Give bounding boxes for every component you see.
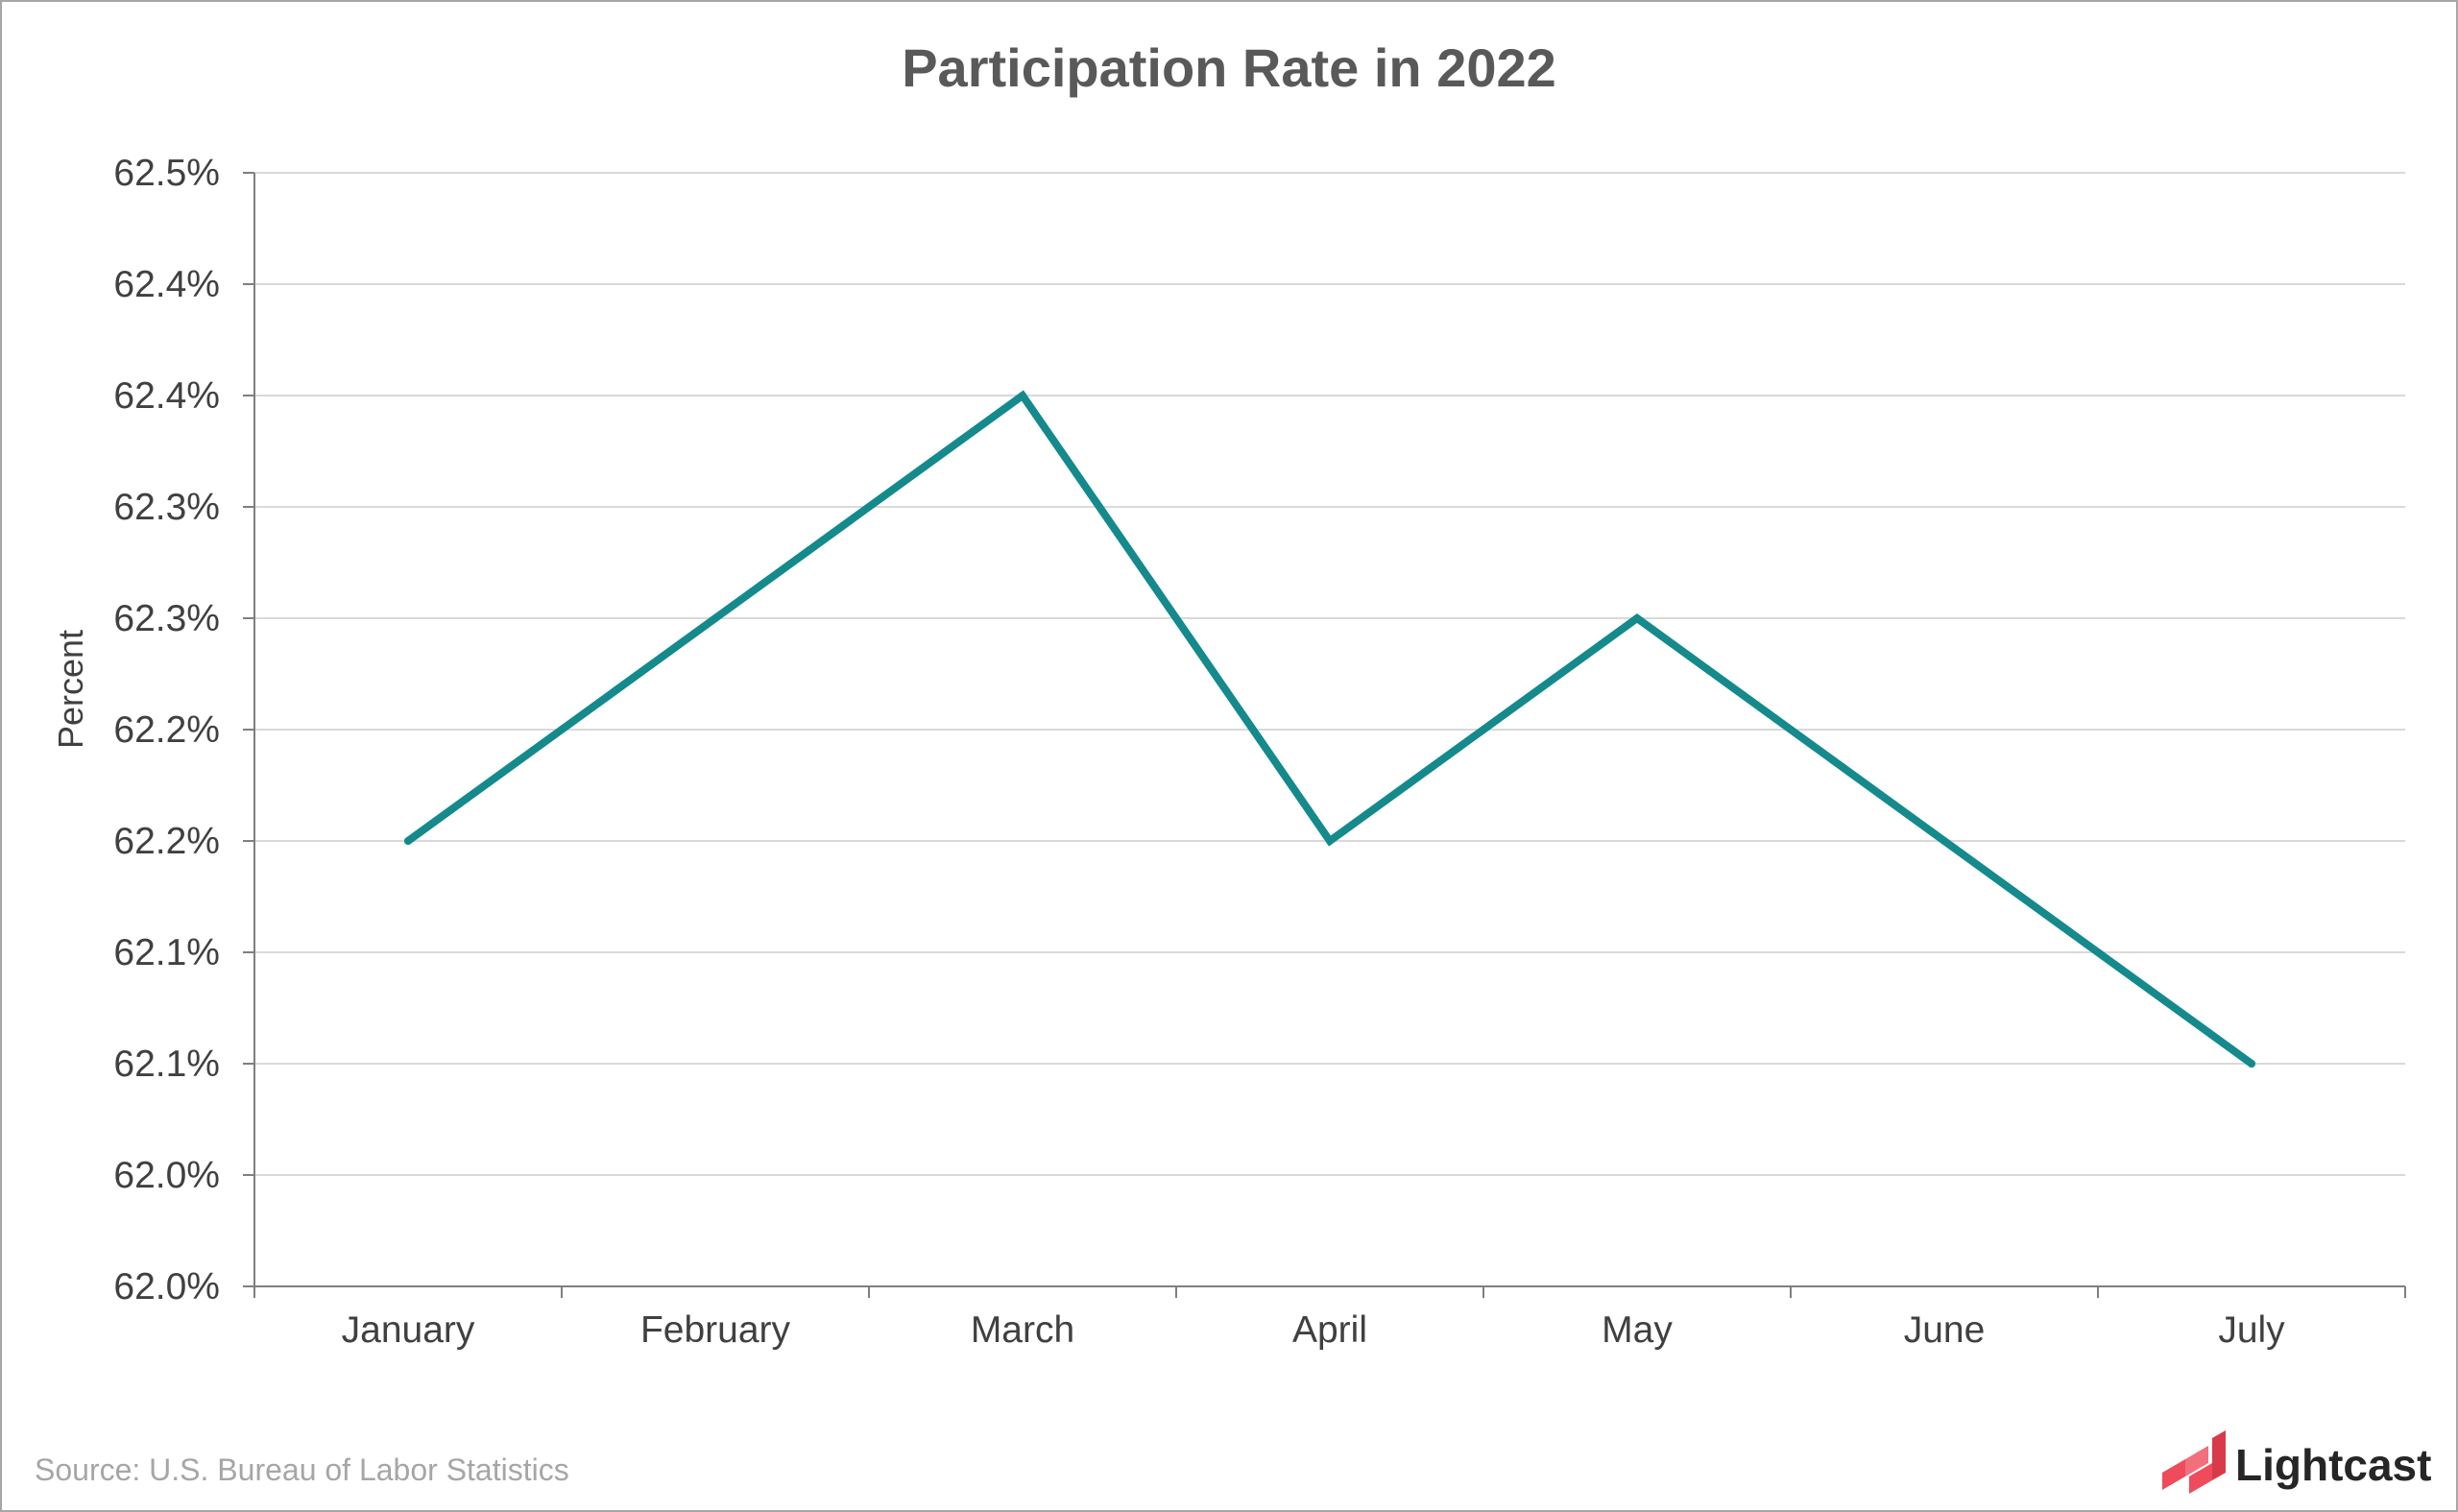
y-tick-label: 62.0% <box>113 1266 220 1308</box>
gridlines <box>254 172 2405 1176</box>
x-tick-label: April <box>1292 1309 1367 1351</box>
y-tick-label: 62.2% <box>113 709 220 751</box>
y-tick-label: 62.4% <box>113 264 220 305</box>
data-point <box>1633 614 1641 622</box>
y-tick-label: 62.4% <box>113 375 220 417</box>
data-point <box>1940 837 1948 845</box>
chart-title: Participation Rate in 2022 <box>902 37 1556 98</box>
y-tick-label: 62.0% <box>113 1155 220 1196</box>
y-tick-label: 62.1% <box>113 932 220 973</box>
y-tick-label: 62.2% <box>113 821 220 862</box>
y-axis-label: Percent <box>51 630 90 749</box>
x-tick-label: January <box>342 1309 475 1351</box>
x-tick-label: June <box>1904 1309 1986 1351</box>
lightcast-logo-icon <box>2162 1430 2226 1494</box>
y-tick-label: 62.3% <box>113 598 220 639</box>
series-layer <box>404 390 2255 1068</box>
x-tick-label: March <box>971 1309 1074 1351</box>
data-point <box>1019 392 1026 399</box>
y-tick-label: 62.3% <box>113 487 220 528</box>
y-tick-labels: 62.0% 62.0% 62.1% 62.1% 62.2% 62.2% 62.3% 62.3%… <box>113 153 220 1308</box>
data-point <box>711 614 719 622</box>
y-tick-label: 62.5% <box>113 153 220 194</box>
data-point <box>2248 1060 2255 1068</box>
x-tick-label: February <box>640 1309 791 1351</box>
x-tick-label: May <box>1602 1309 1673 1351</box>
source-note: Source: U.S. Bureau of Labor Statistics <box>35 1452 569 1487</box>
x-tick-labels: January February March April May June July <box>342 1309 2286 1351</box>
data-point <box>1326 837 1334 845</box>
brand-name: Lightcast <box>2235 1440 2431 1490</box>
data-point <box>404 837 412 845</box>
x-tick-label: July <box>2218 1309 2285 1351</box>
axes <box>243 172 2406 1298</box>
y-tick-label: 62.1% <box>113 1044 220 1085</box>
